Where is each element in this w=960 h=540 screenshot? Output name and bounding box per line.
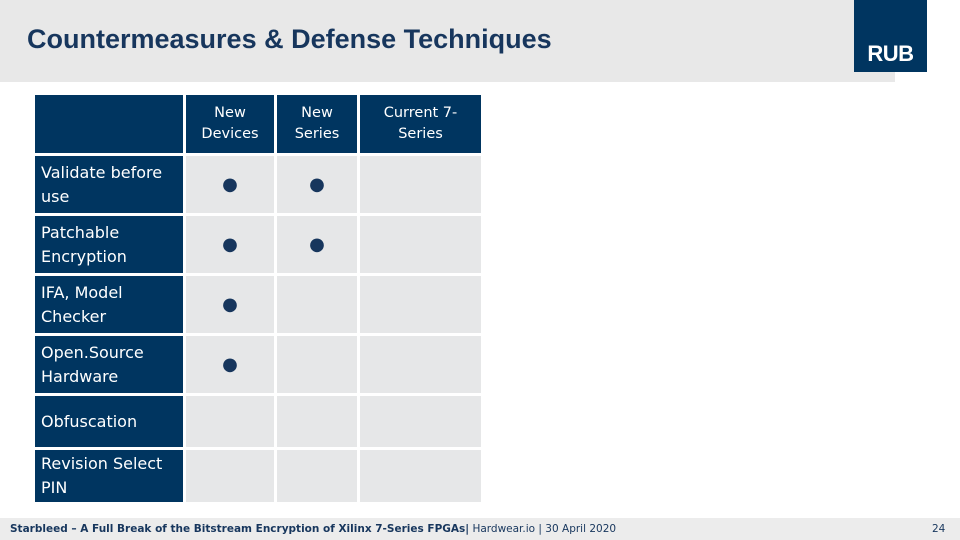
mark-cell: ● <box>186 216 274 273</box>
empty-cell <box>360 336 481 393</box>
empty-cell <box>360 156 481 213</box>
corner-cell <box>35 95 183 153</box>
empty-cell <box>277 396 357 447</box>
mark-cell: ● <box>277 156 357 213</box>
footer-details: Hardwear.io | 30 April 2020 <box>472 523 617 535</box>
page-number: 24 <box>932 523 946 535</box>
empty-cell <box>360 450 481 502</box>
row-label: Obfuscation <box>35 396 183 447</box>
column-header: New Devices <box>186 95 274 153</box>
mark-cell: ● <box>186 156 274 213</box>
header-band <box>0 0 895 82</box>
empty-cell <box>277 276 357 333</box>
footer-title: Starbleed – A Full Break of the Bitstrea… <box>10 523 470 535</box>
mark-cell: ● <box>186 276 274 333</box>
logo: RUB <box>854 0 927 72</box>
mark-cell: ● <box>186 336 274 393</box>
slide-title: Countermeasures & Defense Techniques <box>27 24 552 54</box>
empty-cell <box>186 396 274 447</box>
empty-cell <box>186 450 274 502</box>
footer-text: Starbleed – A Full Break of the Bitstrea… <box>10 523 616 535</box>
empty-cell <box>277 336 357 393</box>
empty-cell <box>360 276 481 333</box>
comparison-table: New Devices New Series Current 7-Series Val… <box>35 95 481 502</box>
row-label: Validate before use <box>35 156 183 213</box>
row-label: Patchable Encryption <box>35 216 183 273</box>
empty-cell <box>277 450 357 502</box>
column-header: New Series <box>277 95 357 153</box>
row-label: IFA, Model Checker <box>35 276 183 333</box>
footer-band <box>0 518 960 540</box>
empty-cell <box>360 396 481 447</box>
row-label: Revision Select PIN <box>35 450 183 502</box>
empty-cell <box>360 216 481 273</box>
mark-cell: ● <box>277 216 357 273</box>
column-header: Current 7-Series <box>360 95 481 153</box>
row-label: Open.Source Hardware <box>35 336 183 393</box>
